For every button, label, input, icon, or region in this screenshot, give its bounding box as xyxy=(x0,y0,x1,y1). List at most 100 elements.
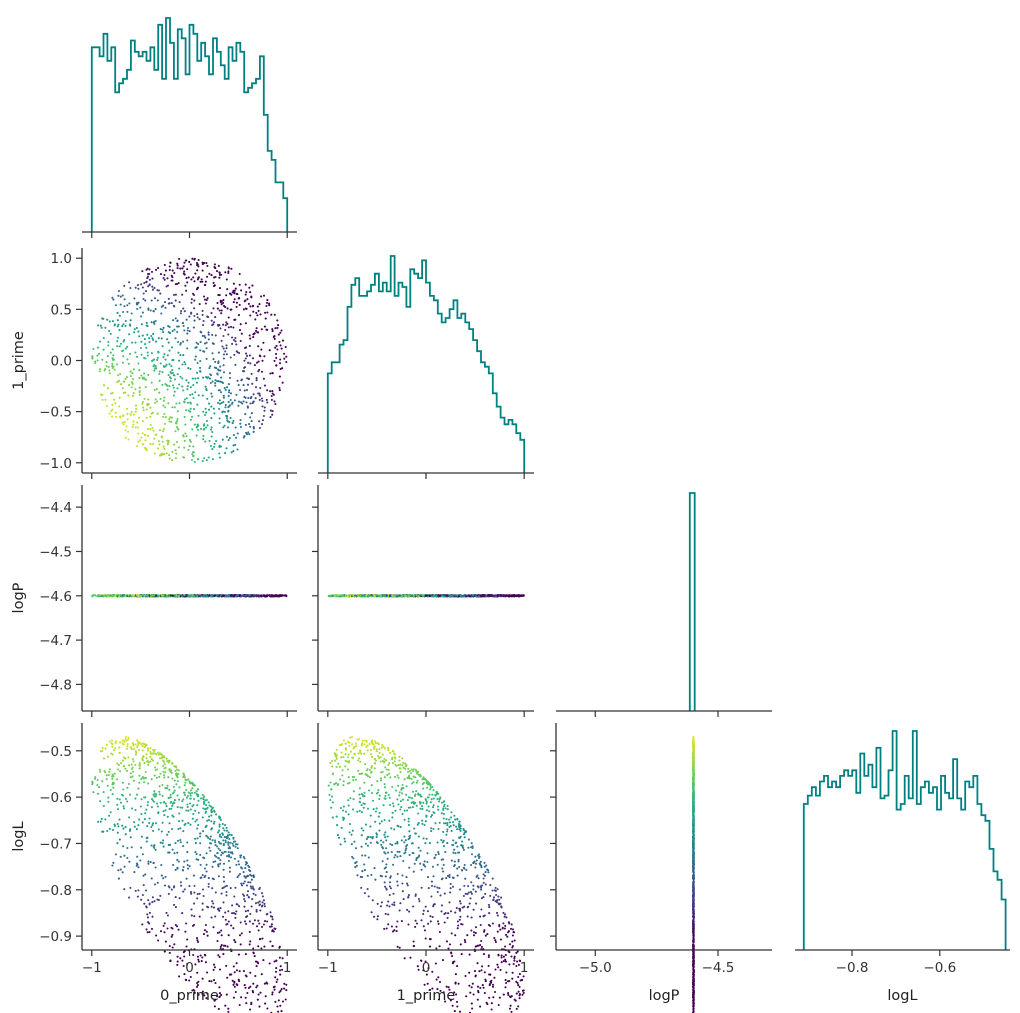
scatter-point xyxy=(175,440,179,443)
scatter-point xyxy=(249,425,252,428)
scatter-point xyxy=(218,309,221,312)
scatter-point xyxy=(232,419,235,423)
scatter-point xyxy=(422,594,425,597)
scatter-point xyxy=(258,938,261,941)
scatter-point xyxy=(278,946,281,949)
scatter-point xyxy=(225,447,228,450)
scatter-point xyxy=(94,776,97,779)
scatter-point xyxy=(278,386,281,389)
scatter-point xyxy=(231,342,234,345)
scatter-point xyxy=(227,831,230,834)
scatter-point xyxy=(440,595,444,598)
scatter-point xyxy=(251,402,254,405)
scatter-point xyxy=(216,939,219,943)
panel-logP-vs-logP xyxy=(556,492,772,717)
scatter-point xyxy=(155,594,158,597)
scatter-point xyxy=(206,934,209,937)
scatter-point xyxy=(176,267,179,270)
scatter-point xyxy=(189,808,192,811)
scatter-point xyxy=(209,849,212,852)
scatter-point xyxy=(222,426,225,429)
scatter-point xyxy=(278,362,282,365)
scatter-point xyxy=(181,267,184,270)
scatter-point xyxy=(171,384,175,387)
scatter-point xyxy=(126,856,129,860)
scatter-point xyxy=(103,369,106,372)
scatter-point xyxy=(161,328,164,331)
scatter-point xyxy=(396,884,399,887)
scatter-point xyxy=(202,350,205,353)
scatter-point xyxy=(196,361,199,365)
scatter-point xyxy=(128,384,131,387)
scatter-point xyxy=(365,837,368,841)
scatter-point xyxy=(225,294,228,297)
scatter-point xyxy=(194,837,197,840)
scatter-point xyxy=(176,330,179,334)
scatter-point xyxy=(124,436,127,439)
scatter-point xyxy=(231,852,234,855)
scatter-point xyxy=(217,360,220,363)
scatter-point xyxy=(220,892,223,895)
scatter-point xyxy=(248,423,251,426)
scatter-point xyxy=(236,903,239,906)
scatter-point xyxy=(178,383,181,386)
scatter-point xyxy=(193,460,196,463)
scatter-point xyxy=(257,945,260,948)
scatter-point xyxy=(199,280,202,283)
scatter-point xyxy=(107,344,110,347)
scatter-point xyxy=(137,824,140,827)
scatter-point xyxy=(108,320,111,323)
scatter-point xyxy=(223,850,226,853)
x-tick-label: 0 xyxy=(185,960,194,976)
scatter-point xyxy=(157,440,160,443)
scatter-point xyxy=(224,918,227,921)
scatter-point xyxy=(255,361,259,364)
scatter-point xyxy=(138,439,141,442)
y-tick-label: −0.5 xyxy=(39,744,72,760)
scatter-point xyxy=(228,389,231,392)
scatter-point xyxy=(100,326,103,329)
scatter-point xyxy=(419,807,422,810)
scatter-point xyxy=(154,822,158,825)
scatter-point xyxy=(274,327,277,330)
scatter-point xyxy=(378,829,381,832)
scatter-point xyxy=(213,854,216,857)
scatter-point xyxy=(260,295,263,298)
scatter-point xyxy=(146,913,149,916)
scatter-point xyxy=(251,885,254,888)
scatter-point xyxy=(99,368,102,371)
scatter-point xyxy=(178,301,181,304)
scatter-point xyxy=(122,594,125,597)
scatter-point xyxy=(169,377,172,380)
scatter-point xyxy=(273,594,276,597)
scatter-point xyxy=(226,419,229,422)
scatter-point xyxy=(260,423,264,426)
scatter-point xyxy=(135,793,139,796)
scatter-point xyxy=(162,356,165,359)
scatter-point xyxy=(181,363,184,366)
scatter-point xyxy=(171,762,174,765)
scatter-point xyxy=(207,333,210,336)
scatter-point xyxy=(162,770,165,773)
scatter-point xyxy=(96,359,99,362)
scatter-point xyxy=(171,276,174,279)
scatter-point xyxy=(147,782,150,785)
scatter-point xyxy=(255,327,258,330)
scatter-point xyxy=(160,435,163,438)
scatter-point xyxy=(182,307,185,310)
scatter-point xyxy=(177,446,180,449)
scatter-point xyxy=(199,797,203,800)
scatter-point xyxy=(182,890,185,893)
scatter-point xyxy=(147,307,150,310)
scatter-point xyxy=(92,347,95,351)
scatter-point xyxy=(221,852,225,855)
scatter-point xyxy=(146,354,149,357)
scatter-point xyxy=(150,778,153,781)
scatter-point xyxy=(196,287,199,290)
scatter-point xyxy=(141,400,144,404)
scatter-point xyxy=(204,808,207,811)
scatter-point xyxy=(139,805,142,808)
scatter-point xyxy=(222,915,225,918)
scatter-point xyxy=(243,905,246,908)
